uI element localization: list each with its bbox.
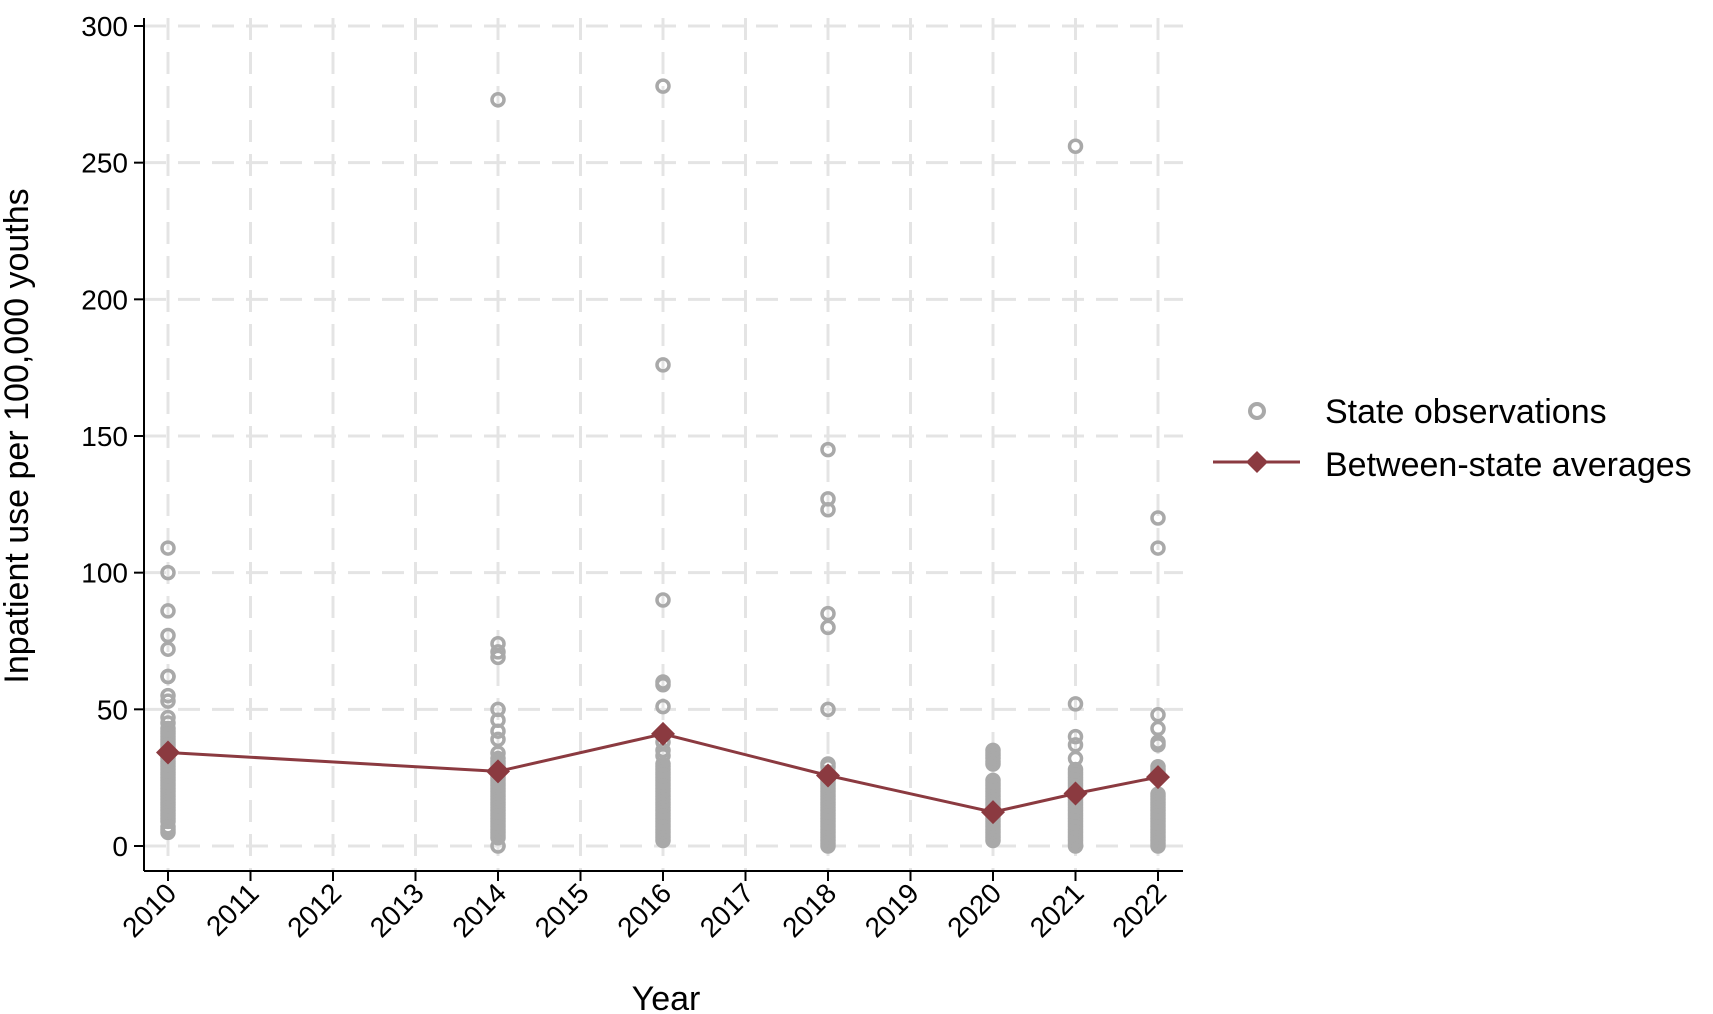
state-observation-point — [1067, 728, 1084, 745]
state-observation-point — [160, 687, 176, 704]
legend-average-marker — [1246, 451, 1268, 473]
state-observation-point — [160, 824, 176, 841]
y-axis-title: Inpatient use per 100,000 youths — [0, 188, 36, 683]
x-tick-label: 2018 — [776, 877, 842, 943]
state-observation-point — [490, 723, 506, 739]
state-observation-point — [655, 78, 671, 94]
state-observation-point — [490, 838, 506, 854]
state-observation-point — [160, 540, 176, 556]
average-point — [816, 763, 840, 788]
y-tick-label: 300 — [81, 11, 128, 42]
legend-label-observations: State observations — [1325, 393, 1607, 431]
state-observation-point — [160, 693, 176, 709]
average-point — [981, 800, 1005, 825]
y-tick-label: 0 — [112, 831, 128, 862]
state-observation-point — [1067, 138, 1084, 155]
state-observation-point — [1150, 838, 1166, 854]
x-tick-label: 2011 — [200, 877, 265, 942]
state-observation-point — [490, 644, 506, 660]
axes: 0 50 100 150 200 250 300 2010 2011 2012 2013 2014 20… — [81, 11, 1183, 943]
state-observation-point — [655, 698, 671, 715]
y-tick-label: 200 — [81, 284, 128, 315]
x-tick-label: 2012 — [281, 877, 347, 943]
between-state-averages-series — [156, 721, 1170, 825]
x-tick-label: 2019 — [859, 877, 925, 943]
average-point — [651, 721, 675, 746]
y-tick-label: 150 — [81, 421, 128, 452]
state-observation-point — [160, 668, 176, 685]
state-observation-point — [985, 756, 1001, 772]
state-observation-point — [1150, 510, 1166, 526]
state-observation-point — [1067, 696, 1084, 712]
state-observation-point — [160, 603, 176, 619]
state-observation-point — [655, 592, 671, 608]
state-observation-point — [1150, 540, 1166, 556]
x-tick-label: 2010 — [116, 877, 182, 943]
state-observation-point — [820, 502, 836, 518]
state-observation-point — [490, 649, 506, 666]
x-axis-title: Year — [632, 980, 701, 1014]
x-tick-label: 2016 — [611, 877, 677, 943]
y-tick-label: 50 — [97, 694, 128, 725]
state-observation-point — [985, 832, 1001, 849]
state-observation-point — [1150, 737, 1166, 753]
state-observation-point — [820, 838, 836, 854]
state-observation-point — [820, 441, 836, 458]
legend-label-averages: Between-state averages — [1325, 446, 1692, 484]
y-tick-label: 100 — [81, 558, 128, 589]
state-observation-point — [820, 619, 836, 636]
state-observation-point — [655, 357, 671, 373]
state-observation-point — [160, 564, 176, 581]
x-tick-label: 2015 — [529, 877, 595, 943]
legend-observation-marker — [1248, 402, 1266, 420]
x-tick-label: 2013 — [364, 877, 430, 943]
x-tick-label: 2020 — [941, 877, 1007, 943]
state-observation-point — [820, 701, 836, 718]
average-point — [156, 740, 180, 765]
x-tick-label: 2014 — [446, 877, 512, 943]
state-observation-point — [490, 92, 506, 108]
state-observation-point — [490, 830, 506, 846]
state-observation-point — [655, 676, 671, 693]
grid — [144, 18, 1183, 871]
y-tick-label: 250 — [81, 148, 128, 179]
state-observation-point — [1067, 838, 1084, 854]
average-point — [1063, 781, 1088, 806]
legend: State observations Between-state average… — [1213, 393, 1692, 484]
state-observation-point — [160, 641, 176, 657]
average-point — [1146, 765, 1170, 790]
x-tick-label: 2021 — [1024, 877, 1090, 943]
state-observation-point — [655, 832, 671, 849]
average-point — [486, 759, 510, 784]
x-tick-label: 2017 — [694, 877, 760, 943]
x-tick-label: 2022 — [1106, 877, 1172, 943]
